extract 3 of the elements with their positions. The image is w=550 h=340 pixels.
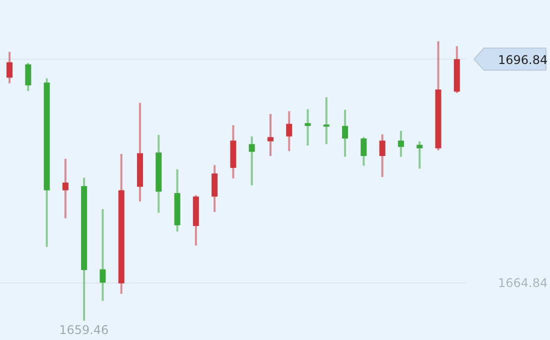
y-tick-label: 1696.84 — [498, 53, 548, 68]
y-tick-label: 1664.84 — [498, 276, 548, 290]
annotation: 1659.46 — [58, 322, 110, 337]
